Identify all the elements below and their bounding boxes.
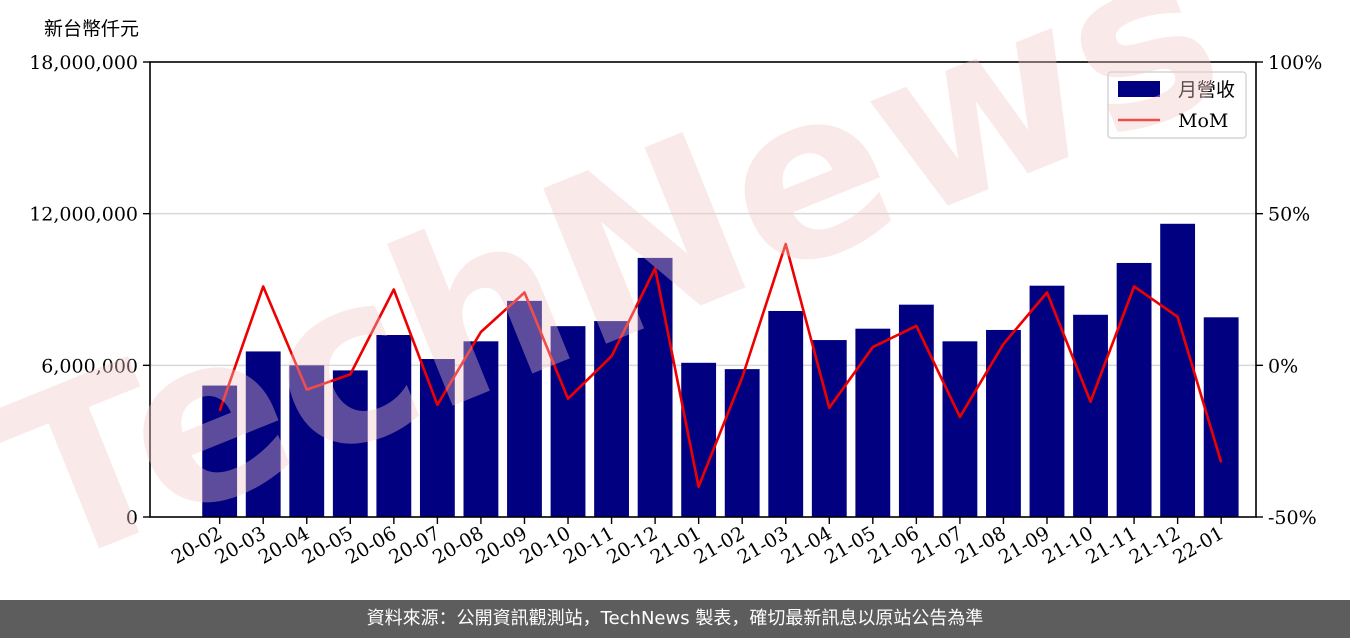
bar	[855, 328, 891, 517]
bar	[245, 351, 281, 517]
left-tick-label: 12,000,000	[29, 204, 138, 226]
right-tick-label: 100%	[1268, 52, 1322, 74]
left-tick-label: 0	[126, 507, 138, 529]
bar	[1203, 317, 1239, 517]
bar	[594, 321, 629, 517]
bar	[942, 341, 978, 517]
left-tick-label: 18,000,000	[29, 52, 138, 74]
right-tick-label: 0%	[1268, 355, 1298, 377]
bar	[332, 370, 368, 517]
bar	[637, 257, 673, 517]
plot-frame	[149, 61, 1257, 518]
legend-bar-label: 月營收	[1178, 79, 1235, 101]
legend-bar-swatch	[1118, 81, 1160, 97]
x-tick-label: 22-01	[1169, 522, 1227, 568]
bar	[1116, 262, 1152, 517]
chart-area: 0 6,000,000 12,000,000 18,000,000 -50% 0% 50% 1…	[29, 52, 1322, 569]
mom-line	[218, 242, 1223, 489]
revenue-chart: 0 6,000,000 12,000,000 18,000,000 -50% 0% 50% 1…	[29, 52, 1322, 569]
bar	[811, 340, 847, 517]
right-tick-label: -50%	[1268, 507, 1317, 529]
bar	[463, 341, 499, 517]
bar	[986, 329, 1021, 517]
source-footer: 資料來源：公開資訊觀測站，TechNews 製表，確切最新訊息以原站公告為準	[0, 600, 1350, 638]
bar	[550, 326, 586, 517]
legend-line-label: MoM	[1178, 110, 1228, 132]
bar	[681, 362, 717, 517]
bar	[898, 304, 934, 517]
bar	[724, 369, 760, 517]
bar	[1160, 223, 1196, 517]
left-tick-label: 6,000,000	[41, 355, 138, 377]
bar	[202, 385, 238, 517]
bar	[507, 300, 542, 517]
y-axis-unit-label: 新台幣仟元	[44, 18, 140, 40]
bar	[1073, 314, 1108, 517]
bar	[376, 335, 412, 517]
right-tick-label: 50%	[1268, 204, 1310, 226]
bar	[768, 310, 804, 517]
